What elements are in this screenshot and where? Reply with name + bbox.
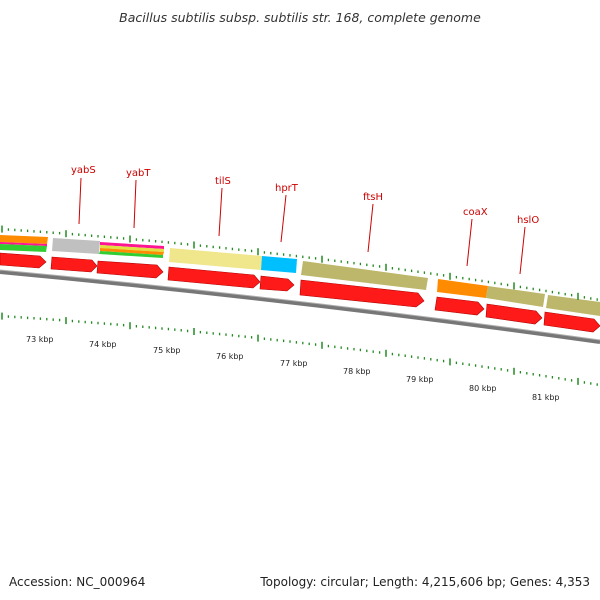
kbp-label: 79 kbp xyxy=(406,375,434,384)
cds-arrow xyxy=(299,279,425,308)
gene-label-hprt[interactable]: hprT xyxy=(275,183,299,194)
gene-label-coax[interactable]: coaX xyxy=(463,207,488,218)
cds-arrow xyxy=(0,252,47,269)
gene-label-yabs[interactable]: yabS xyxy=(71,165,96,176)
kbp-label: 78 kbp xyxy=(343,367,371,376)
feature-block-pink xyxy=(100,242,164,249)
gene-label-ftsh[interactable]: ftsH xyxy=(363,192,383,203)
cds-arrow xyxy=(96,260,164,279)
kbp-label: 73 kbp xyxy=(26,335,54,344)
leader-line xyxy=(280,194,287,243)
feature-block-yellow xyxy=(100,245,164,252)
cds-arrow xyxy=(485,303,543,325)
kbp-label: 74 kbp xyxy=(89,340,117,349)
leader-line xyxy=(78,177,82,225)
genome-backbone xyxy=(0,270,600,344)
feature-block-olive xyxy=(301,261,428,290)
kbp-labels: 73 kbp 74 kbp 75 kbp 76 kbp 77 kbp 78 kb… xyxy=(26,335,560,402)
feature-block-orange xyxy=(0,235,48,244)
feature-block-orange xyxy=(100,248,164,255)
kbp-label: 80 kbp xyxy=(469,384,497,393)
gene-label-hslo[interactable]: hslO xyxy=(517,215,539,226)
genome-backbone-highlight xyxy=(0,269,600,341)
leader-line xyxy=(133,179,137,229)
feature-block-orange xyxy=(437,279,488,298)
feature-block-olive xyxy=(486,286,545,307)
gene-labels: yabS yabT tilS hprT ftsH coaX hslO xyxy=(71,165,539,226)
upper-tick-track xyxy=(1,225,598,301)
leader-line xyxy=(218,187,223,237)
cds-arrow xyxy=(434,296,485,316)
feature-block-yellow xyxy=(169,248,262,270)
feature-block-green xyxy=(0,244,47,252)
accession-text: Accession: NC_000964 xyxy=(9,575,146,589)
feature-block-pink xyxy=(0,242,47,246)
feature-track xyxy=(0,235,600,316)
feature-block-green xyxy=(99,251,163,258)
leader-line xyxy=(466,218,473,267)
cds-arrow xyxy=(543,311,600,333)
kbp-label: 77 kbp xyxy=(280,359,308,368)
cds-arrow xyxy=(167,266,261,289)
feature-block-cyan xyxy=(261,256,297,273)
feature-block-grey xyxy=(52,238,100,254)
cds-arrow xyxy=(50,256,98,273)
genome-title: Bacillus subtilis subsp. subtilis str. 1… xyxy=(119,10,481,25)
cds-track xyxy=(0,252,600,333)
kbp-label: 75 kbp xyxy=(153,346,181,355)
genome-summary-text: Topology: circular; Length: 4,215,606 bp… xyxy=(260,575,590,589)
leader-line xyxy=(519,226,526,275)
cds-arrow xyxy=(259,275,295,292)
feature-block-olive xyxy=(546,295,600,316)
gene-label-yabt[interactable]: yabT xyxy=(126,168,151,179)
gene-label-leaders xyxy=(78,177,526,275)
lower-tick-track xyxy=(1,312,598,386)
leader-line xyxy=(367,203,374,253)
kbp-label: 76 kbp xyxy=(216,352,244,361)
kbp-label: 81 kbp xyxy=(532,393,560,402)
gene-label-tils[interactable]: tilS xyxy=(215,176,231,187)
